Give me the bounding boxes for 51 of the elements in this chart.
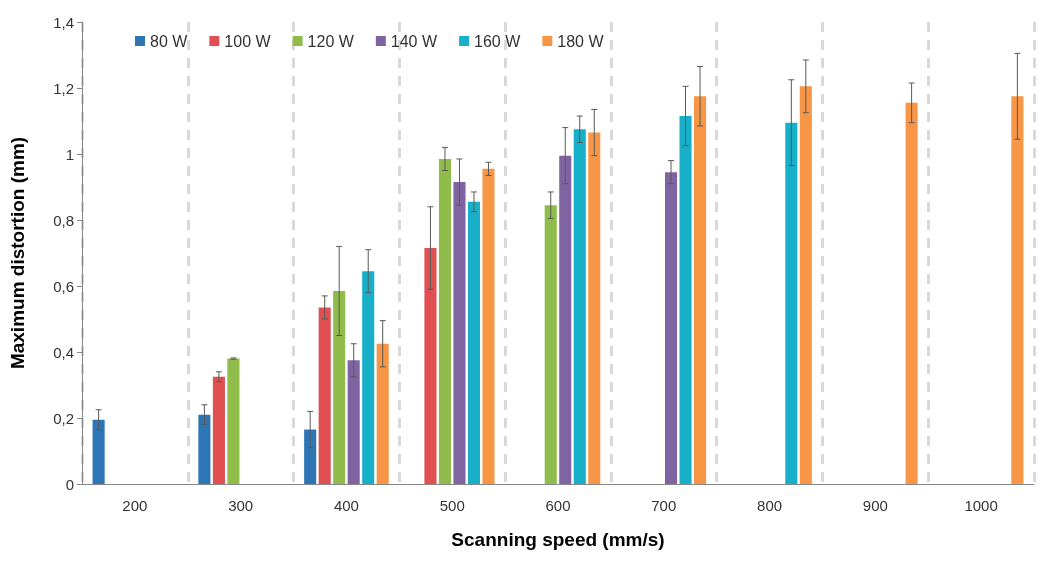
bar	[227, 358, 240, 484]
bar	[318, 307, 331, 484]
legend-label: 160 W	[474, 32, 522, 50]
bar	[92, 419, 105, 484]
bar	[559, 155, 572, 484]
bar	[198, 414, 211, 484]
bar	[333, 290, 346, 484]
x-tick-label: 800	[757, 497, 783, 514]
bar	[544, 205, 557, 484]
y-tick-label: 0,8	[53, 211, 74, 229]
y-tick-label: 0,2	[53, 409, 74, 427]
bar	[1011, 96, 1024, 484]
bar	[212, 376, 225, 484]
bar	[362, 271, 375, 484]
x-axis-title: Scanning speed (mm/s)	[451, 529, 665, 550]
bar	[799, 86, 812, 484]
x-tick-label: 900	[862, 497, 888, 514]
bar	[347, 360, 360, 484]
x-tick-label: 400	[333, 497, 359, 514]
x-tick-label: 500	[439, 497, 465, 514]
x-tick-label: 1000	[964, 497, 998, 514]
bar	[376, 343, 389, 484]
bar	[664, 172, 678, 484]
legend-label: 180 W	[557, 32, 605, 50]
bar	[679, 116, 692, 484]
y-tick-label: 1,2	[53, 79, 74, 97]
bar	[438, 158, 452, 484]
bar	[694, 96, 707, 484]
bar	[482, 168, 495, 484]
x-tick-label: 300	[228, 497, 254, 514]
y-tick-label: 1,4	[53, 13, 74, 31]
y-tick-label: 0	[65, 475, 74, 493]
legend-label: 140 W	[390, 32, 438, 50]
y-tick-label: 0,4	[53, 343, 74, 361]
bar	[785, 122, 798, 484]
bar	[573, 129, 586, 484]
x-tick-label: 200	[122, 497, 148, 514]
y-tick-label: 1	[65, 145, 74, 163]
y-axis-title: Maximum distortion (mm)	[7, 136, 28, 370]
bar	[905, 102, 918, 484]
y-tick-label: 0,6	[53, 277, 74, 295]
bar	[453, 182, 466, 484]
legend-label: 100 W	[224, 32, 272, 50]
bar	[424, 248, 437, 484]
bar	[304, 429, 317, 484]
legend-label: 120 W	[307, 32, 355, 50]
bar	[588, 132, 601, 484]
legend-label: 80 W	[150, 32, 189, 50]
bar	[467, 201, 481, 484]
x-tick-label: 600	[545, 497, 571, 514]
x-tick-label: 700	[651, 497, 677, 514]
